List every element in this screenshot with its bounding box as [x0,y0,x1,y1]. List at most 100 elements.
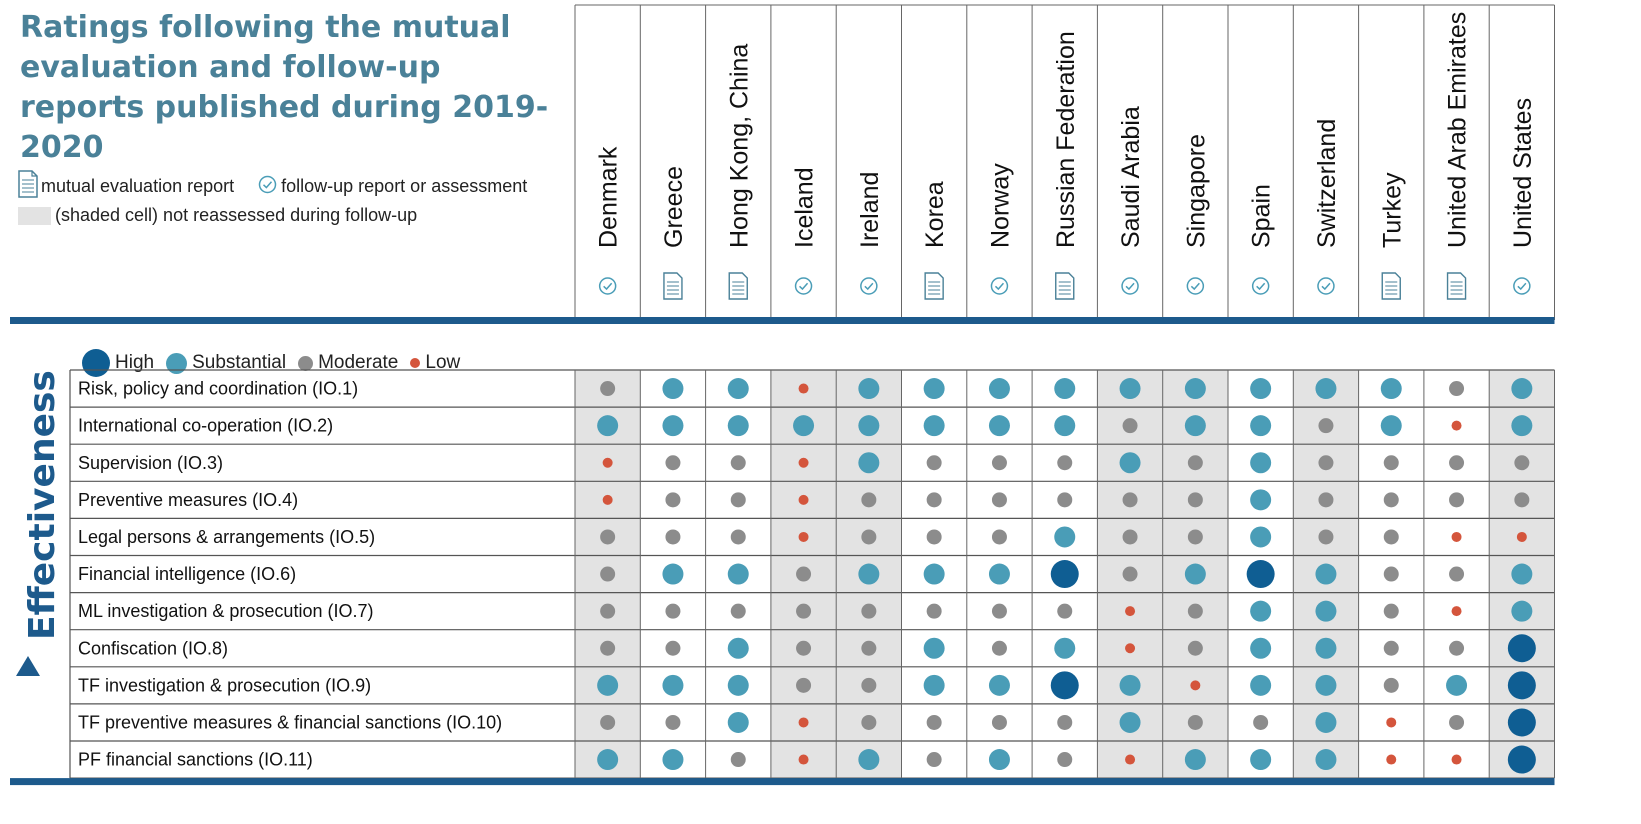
check-circle-icon [258,175,277,199]
rating-dot-moderate [1383,677,1399,693]
rating-dot-low [1125,606,1136,617]
row-label: Supervision (IO.3) [78,453,223,473]
rating-dot-moderate [926,529,942,545]
rating-dot-substantial [1054,526,1076,548]
rating-dot-moderate [1187,529,1203,545]
rating-dot-moderate [1253,714,1269,730]
row-label: ML investigation & prosecution (IO.7) [78,601,373,621]
rating-dot-low [1451,420,1462,431]
rating-dot-moderate [1057,752,1073,768]
legend-dot [410,358,421,368]
rating-dot-substantial [727,674,749,696]
rating-dot-substantial [1184,415,1206,437]
rating-dot-moderate [1187,455,1203,471]
check-mark [1321,282,1331,291]
check-mark [864,282,874,291]
rating-dot-substantial [1315,600,1337,622]
rating-dot-substantial [858,452,880,474]
check-circle-icon [598,277,617,295]
rating-dot-moderate [665,603,681,619]
header-rule [10,317,1555,324]
rating-dot-substantial [988,749,1010,771]
column-header: Ireland [856,172,884,248]
rating-dot-moderate [991,714,1007,730]
rating-dot-substantial [988,674,1010,696]
column-header: Denmark [595,146,623,248]
rating-dot-moderate [796,603,812,619]
rating-dot-low [1386,754,1397,765]
rating-dot-moderate [600,640,616,656]
document-icon [18,170,38,203]
rating-dot-moderate [730,455,746,471]
rating-dot-high [1507,708,1536,737]
rating-dot-low [1451,531,1462,542]
rating-dot-moderate [926,492,942,508]
chart-title: Ratings following the mutual evaluation … [20,10,549,165]
rating-dot-substantial [1184,749,1206,771]
rating-dot-substantial [988,563,1010,585]
rating-dot-moderate [861,529,877,545]
check-mark [799,282,809,291]
rating-dot-moderate [991,529,1007,545]
column-header: Korea [921,181,949,248]
rating-dot-substantial [1250,415,1272,437]
rating-dot-moderate [796,677,812,693]
rating-dot-high [1246,560,1275,589]
rating-dot-moderate [730,492,746,508]
rating-dot-moderate [1057,714,1073,730]
rating-dot-moderate [991,492,1007,508]
follow-up-key-label: follow-up report or assessment [281,176,528,196]
rating-dot-low [1516,531,1527,542]
rating-dot-substantial [1054,637,1076,659]
rating-dot-substantial [597,749,619,771]
rating-dot-moderate [730,752,746,768]
rating-dot-substantial [1250,749,1272,771]
check-mark [1517,282,1527,291]
rating-dot-substantial [1380,378,1402,400]
column-header: Greece [660,166,688,248]
rating-dot-substantial [1119,711,1141,733]
rating-dot-moderate [1383,603,1399,619]
rating-dot-substantial [1054,415,1076,437]
rating-dot-moderate [1449,492,1465,508]
rating-dot-moderate [1383,529,1399,545]
rating-dot-substantial [1511,563,1533,585]
rating-dot-moderate [1122,418,1138,434]
check-mark [1125,282,1135,291]
rating-dot-substantial [1315,563,1337,585]
rating-dot-moderate [796,640,812,656]
rating-dot-low [1190,680,1201,691]
rating-legend: High Substantial Moderate Low [82,348,472,378]
row-label: International co-operation (IO.2) [78,416,333,436]
column-header: Russian Federation [1052,31,1080,248]
rating-dot-moderate [926,455,942,471]
rating-dot-substantial [858,749,880,771]
rating-dot-substantial [1315,378,1337,400]
rating-dot-low [1386,717,1397,728]
rating-dot-substantial [923,378,945,400]
rating-dot-moderate [1122,492,1138,508]
rating-dot-low [602,457,613,468]
rating-dot-substantial [662,378,684,400]
rating-dot-moderate [1449,566,1465,582]
rating-dot-high [1507,745,1536,774]
report-type-key: mutual evaluation report follow-up repor… [18,170,527,203]
rating-dot-moderate [926,714,942,730]
rating-dot-moderate [861,714,877,730]
row-label: Financial intelligence (IO.6) [78,564,296,584]
check-mark [1190,282,1200,291]
rating-dot-moderate [730,529,746,545]
rating-dot-low [798,717,809,728]
rating-dot-substantial [1250,452,1272,474]
rating-dot-substantial [662,563,684,585]
rating-dot-moderate [1449,381,1465,397]
legend-dot [82,349,110,377]
rating-dot-substantial [727,563,749,585]
rating-dot-low [1125,754,1136,765]
rating-dot-moderate [991,603,1007,619]
column-header: Iceland [791,167,819,248]
rating-dot-substantial [923,563,945,585]
rating-dot-substantial [727,378,749,400]
rating-dot-substantial [923,415,945,437]
rating-dot-substantial [1250,378,1272,400]
